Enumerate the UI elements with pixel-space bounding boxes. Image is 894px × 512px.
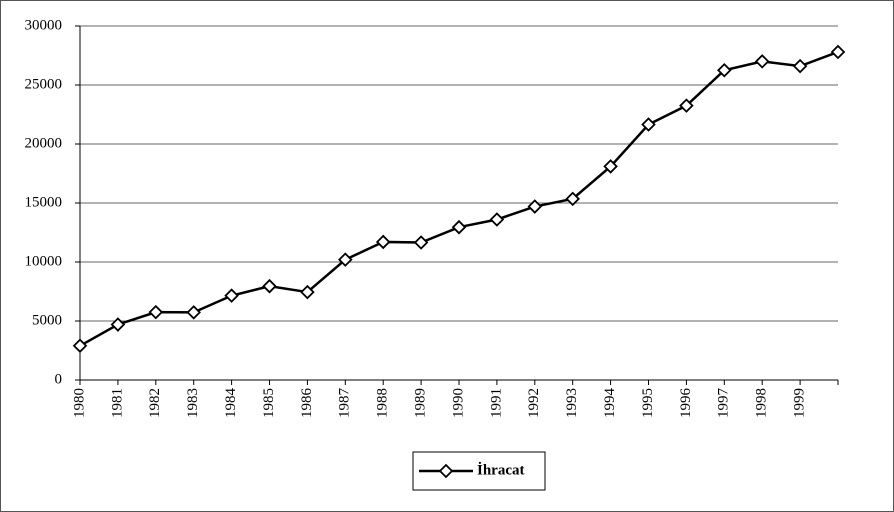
legend-marker <box>438 463 454 479</box>
x-tick-label: 1985 <box>261 388 277 418</box>
x-tick-label: 1992 <box>526 388 542 418</box>
x-tick-label: 1998 <box>754 388 770 418</box>
data-marker <box>717 62 732 78</box>
x-tick-label: 1980 <box>71 388 87 418</box>
y-tick-label: 0 <box>55 371 63 387</box>
data-marker <box>262 278 277 294</box>
data-marker <box>565 191 580 207</box>
y-tick-label: 20000 <box>25 135 63 151</box>
x-tick-label: 1996 <box>678 388 694 419</box>
x-tick-label: 1988 <box>375 388 391 418</box>
data-marker <box>603 159 618 174</box>
x-tick-label: 1999 <box>792 388 808 418</box>
x-tick-label: 1982 <box>147 388 163 418</box>
data-marker <box>375 234 391 250</box>
data-marker <box>224 288 239 303</box>
x-tick-label: 1989 <box>413 388 429 418</box>
data-marker <box>300 284 315 300</box>
x-tick-label: 1983 <box>185 388 201 418</box>
x-tick-label: 1981 <box>109 388 125 418</box>
data-marker <box>186 305 201 320</box>
data-marker <box>72 338 88 354</box>
x-tick-label: 1990 <box>450 388 466 418</box>
data-marker <box>451 219 467 235</box>
x-tick-label: 1994 <box>602 388 618 419</box>
data-marker <box>110 317 126 332</box>
y-tick-label: 25000 <box>25 76 63 92</box>
x-tick-label: 1986 <box>299 388 315 419</box>
x-tick-label: 1997 <box>716 388 732 419</box>
x-tick-label: 1995 <box>640 388 656 418</box>
data-marker <box>679 98 694 113</box>
x-tick-label: 1987 <box>337 388 353 419</box>
data-marker <box>641 117 656 132</box>
data-marker <box>148 304 164 320</box>
x-tick-label: 1991 <box>488 388 504 418</box>
data-marker <box>413 235 429 250</box>
data-marker <box>792 58 808 74</box>
data-marker <box>754 54 770 69</box>
y-tick-label: 30000 <box>25 17 63 33</box>
y-tick-label: 5000 <box>32 312 62 328</box>
data-marker <box>338 252 353 267</box>
legend-label: İhracat <box>477 461 525 478</box>
x-tick-label: 1984 <box>223 388 239 419</box>
x-tick-label: 1993 <box>564 388 580 418</box>
y-tick-label: 15000 <box>25 194 63 210</box>
data-marker <box>830 44 846 60</box>
data-marker <box>527 199 543 214</box>
data-marker <box>489 212 505 227</box>
y-tick-label: 10000 <box>25 253 63 269</box>
